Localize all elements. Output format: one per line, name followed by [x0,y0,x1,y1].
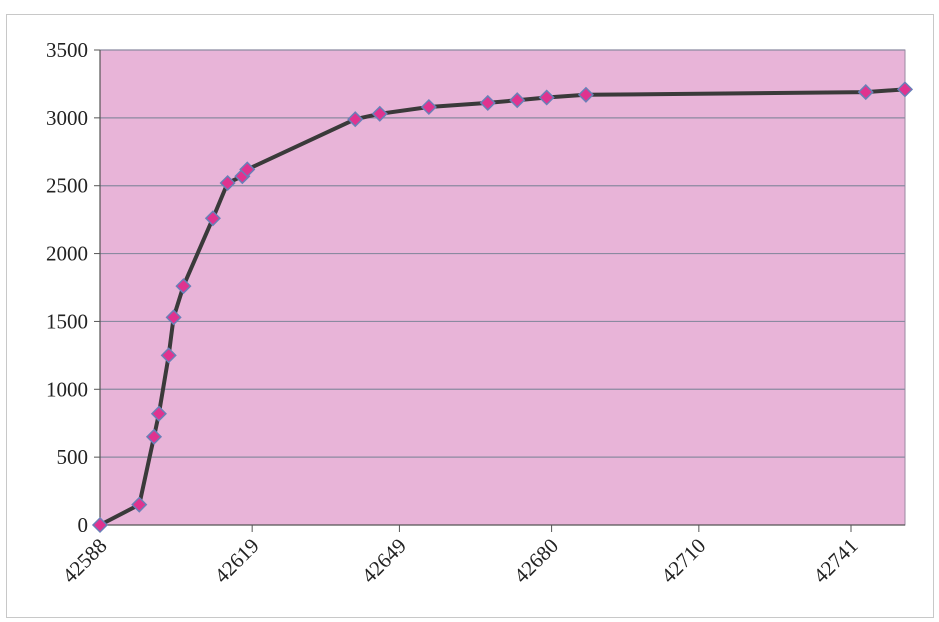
plot-background [99,49,906,526]
data-point [175,278,192,295]
y-tick-label: 3000 [46,106,88,130]
y-tick-label: 1000 [46,377,88,401]
y-tick-label: 2000 [46,242,88,266]
data-point [150,405,167,422]
series [91,81,914,534]
x-tick-label: 42588 [57,534,111,588]
data-point [145,428,163,445]
y-axis-ticks: 0 500 1000 1500 2000 2500 3000 3500 [46,38,100,537]
data-point [538,89,555,106]
data-point [857,84,874,101]
data-point [91,516,109,534]
y-tick-label: 3500 [46,38,88,62]
data-point [479,94,496,111]
y-tick-label: 1500 [46,309,88,333]
data-point [371,105,388,122]
data-point [131,496,148,513]
data-point [347,111,364,128]
y-tick-label: 0 [78,513,89,537]
y-tick-label: 500 [57,445,89,469]
data-point [160,347,177,364]
data-point [219,174,236,192]
data-point [577,86,595,103]
x-tick-label: 42649 [357,534,411,588]
data-point [896,81,914,98]
y-tick-label: 2500 [46,174,88,198]
x-tick-label: 42619 [210,534,264,588]
x-tick-label: 42710 [656,534,710,588]
data-point [204,210,221,227]
data-point [420,98,437,116]
axes [99,50,905,526]
plot-area [99,49,906,526]
data-point [509,92,526,109]
gridlines [100,49,905,458]
x-tick-label: 42741 [808,534,862,588]
x-tick-label: 42680 [509,534,563,588]
data-point [239,161,256,178]
x-axis-ticks: 42588 42619 42649 42680 42710 42741 [57,525,863,588]
data-point [165,309,182,326]
